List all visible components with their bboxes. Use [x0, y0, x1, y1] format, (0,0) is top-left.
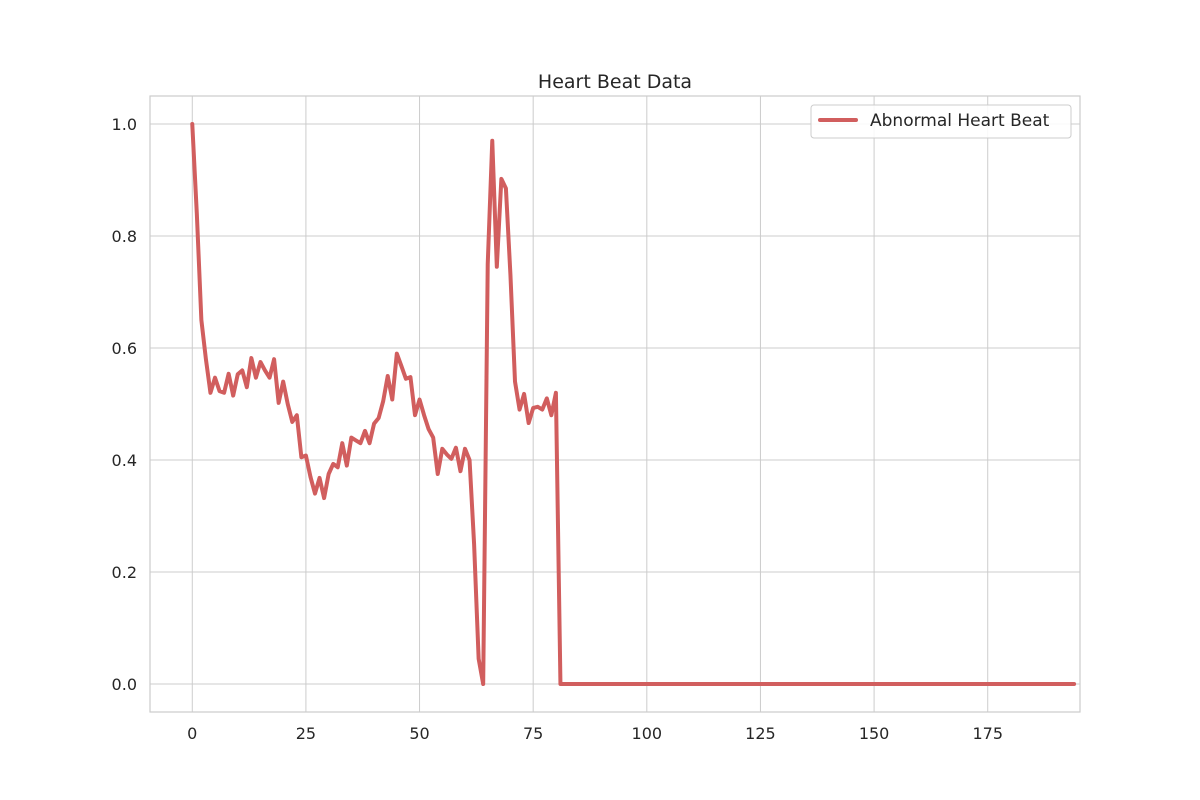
x-tick-label: 100: [632, 724, 663, 743]
x-tick-label: 0: [187, 724, 197, 743]
series-line: [190, 122, 1077, 686]
x-tick-label: 150: [859, 724, 890, 743]
x-tick-label: 125: [745, 724, 776, 743]
x-tick-labels: 0 25 50 75 100 125 150 175: [187, 724, 1003, 743]
legend: Abnormal Heart Beat: [810, 104, 1072, 139]
series-layer: [190, 122, 1077, 686]
y-tick-label: 0.4: [112, 451, 137, 470]
x-tick-label: 50: [409, 724, 429, 743]
y-tick-label: 0.6: [112, 339, 137, 358]
y-tick-labels: 0.0 0.2 0.4 0.6 0.8 1.0: [112, 115, 137, 694]
legend-label: Abnormal Heart Beat: [870, 111, 1050, 131]
legend-box: [810, 104, 1072, 139]
plot-frame: [149, 95, 1081, 713]
x-tick-label: 175: [972, 724, 1003, 743]
y-tick-label: 0.0: [112, 675, 137, 694]
y-tick-label: 0.2: [112, 563, 137, 582]
x-tick-label: 25: [296, 724, 316, 743]
x-tick-label: 75: [523, 724, 543, 743]
chart-title: Heart Beat Data: [538, 71, 692, 93]
plot-area: [150, 96, 1080, 712]
y-tick-label: 0.8: [112, 227, 137, 246]
y-tick-label: 1.0: [112, 115, 137, 134]
